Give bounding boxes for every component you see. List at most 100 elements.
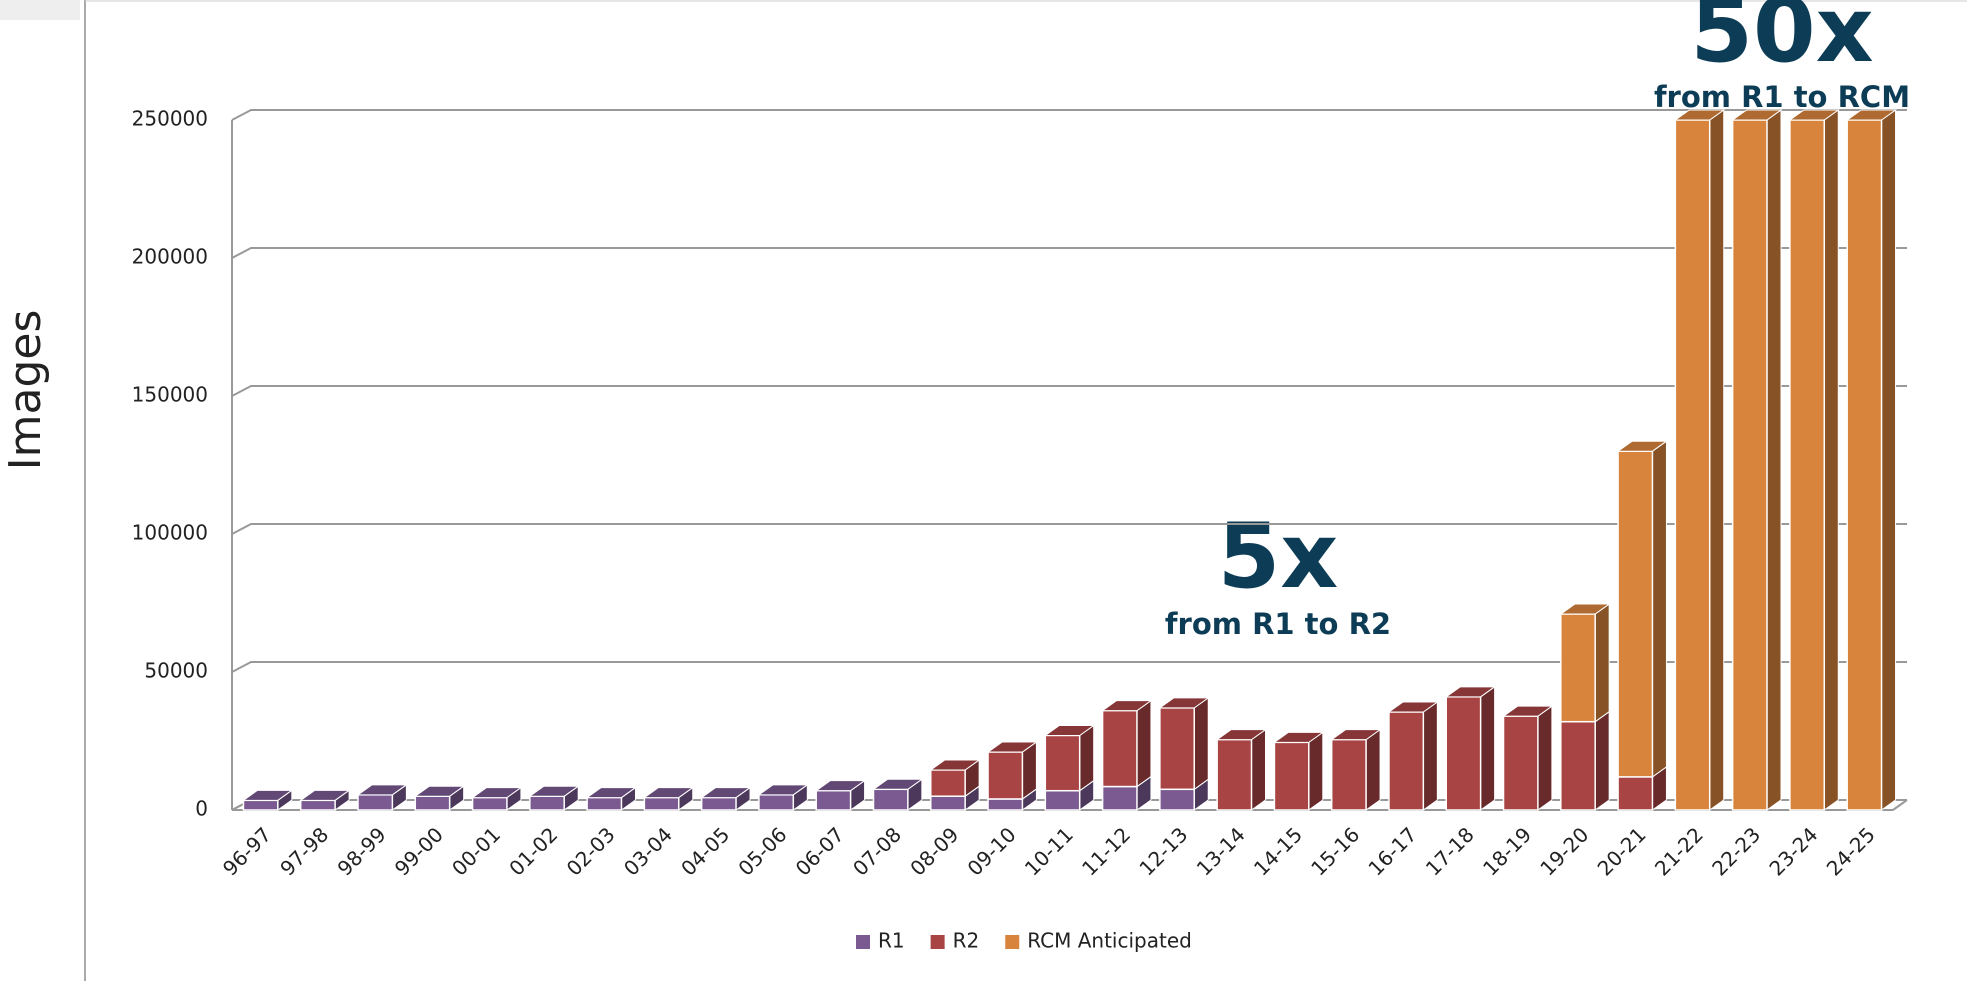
bar (700, 796, 737, 811)
bar-side (1881, 109, 1897, 811)
bar-side (1136, 699, 1152, 788)
grid-line (231, 661, 1907, 673)
bar-side (1193, 696, 1209, 791)
x-tick-label: 03-04 (619, 822, 677, 880)
bar (414, 795, 451, 811)
bar (1617, 776, 1654, 811)
bar-top (1616, 440, 1669, 452)
bar (987, 798, 1024, 811)
legend-swatch (930, 935, 945, 949)
bar (1216, 738, 1253, 811)
bar-side (1709, 109, 1725, 811)
bar (1388, 711, 1425, 811)
grid-line (231, 385, 1907, 397)
x-tick-label: 07-08 (848, 822, 906, 880)
bar (1330, 738, 1367, 811)
x-tick-label: 97-98 (275, 822, 333, 880)
y-tick-label: 250000 (132, 107, 208, 131)
x-tick-label: 11-12 (1077, 822, 1135, 880)
bar-top (1444, 686, 1497, 698)
bar-side (1537, 705, 1553, 811)
legend-label: R1 (878, 929, 905, 953)
bar (1159, 707, 1195, 791)
bar-top (356, 784, 408, 796)
x-tick-label: 98-99 (333, 822, 391, 880)
bar-top (1501, 705, 1554, 717)
legend-swatch (856, 935, 870, 949)
bar (930, 795, 966, 811)
bar-top (413, 785, 466, 797)
x-tick-label: 10-11 (1020, 822, 1078, 880)
annotation-text: 5x (1218, 504, 1339, 609)
bar-top (1845, 109, 1898, 121)
bar-side (1251, 728, 1267, 811)
bar-side (1365, 728, 1381, 811)
bar-top (814, 780, 867, 792)
y-tick-label: 150000 (132, 383, 208, 407)
y-tick-label: 0 (195, 797, 208, 821)
x-tick-label: 15-16 (1306, 822, 1364, 880)
bar-top (871, 778, 924, 790)
bar-top (700, 787, 752, 799)
bar-top (585, 787, 638, 799)
grid-line (231, 109, 1907, 121)
bar-top (1272, 731, 1325, 743)
bar (1159, 788, 1195, 811)
bar (815, 789, 852, 811)
bar (1101, 709, 1138, 788)
x-tick-label: 00-01 (447, 822, 505, 880)
bar (1044, 734, 1081, 792)
bar-top (528, 785, 580, 797)
bar (242, 799, 279, 811)
bar-side (1651, 440, 1667, 778)
x-tick-label: 02-03 (562, 822, 620, 880)
bar (529, 795, 565, 811)
grid-line (231, 247, 1907, 259)
bar-top (642, 787, 695, 799)
bar-top (299, 789, 351, 801)
x-tick-label: 19-20 (1535, 822, 1593, 880)
x-tick-label: 13-14 (1192, 822, 1250, 880)
x-tick-label: 16-17 (1364, 822, 1422, 880)
x-tick-label: 96-97 (218, 822, 276, 880)
y-axis-label: Images (0, 310, 51, 471)
x-tick-label: 12-13 (1134, 822, 1192, 880)
bar (643, 796, 680, 811)
legend-label: R2 (953, 929, 980, 953)
x-tick-label: 06-07 (791, 822, 849, 880)
bar (872, 788, 909, 811)
x-tick-label: 18-19 (1478, 822, 1536, 880)
bar-side (1422, 701, 1438, 811)
grid-line (231, 523, 1907, 535)
bar (930, 769, 966, 797)
corner-shade (0, 0, 80, 20)
legend: R1 R2 RCM Anticipated (856, 929, 1192, 953)
bar-top (1158, 697, 1210, 709)
bar-side (1480, 685, 1496, 811)
x-tick-label: 17-18 (1421, 822, 1479, 880)
annotation-subtext: from R1 to RCM (1654, 80, 1910, 114)
bar (357, 794, 394, 811)
bar (1044, 789, 1081, 811)
legend-label: RCM Anticipated (1027, 929, 1192, 953)
bar (1846, 119, 1883, 811)
y-tick-label: 200000 (132, 245, 208, 269)
bar-top (1043, 724, 1096, 736)
bar (1674, 119, 1711, 811)
x-tick-label: 14-15 (1249, 822, 1307, 880)
bars (241, 109, 1898, 811)
bar-top (1673, 109, 1726, 121)
bar-top (757, 784, 809, 796)
bar-side (1308, 731, 1324, 811)
y-tick-label: 100000 (132, 521, 208, 545)
bar-top (1559, 603, 1611, 615)
y-tick-label: 50000 (144, 659, 208, 683)
bar (1789, 119, 1826, 811)
bar (1731, 119, 1768, 811)
bar-side (1823, 109, 1839, 811)
x-tick-label: 99-00 (390, 822, 448, 880)
bar (1560, 613, 1596, 723)
bar-top (1330, 729, 1382, 741)
x-tick-label: 09-10 (963, 822, 1021, 880)
